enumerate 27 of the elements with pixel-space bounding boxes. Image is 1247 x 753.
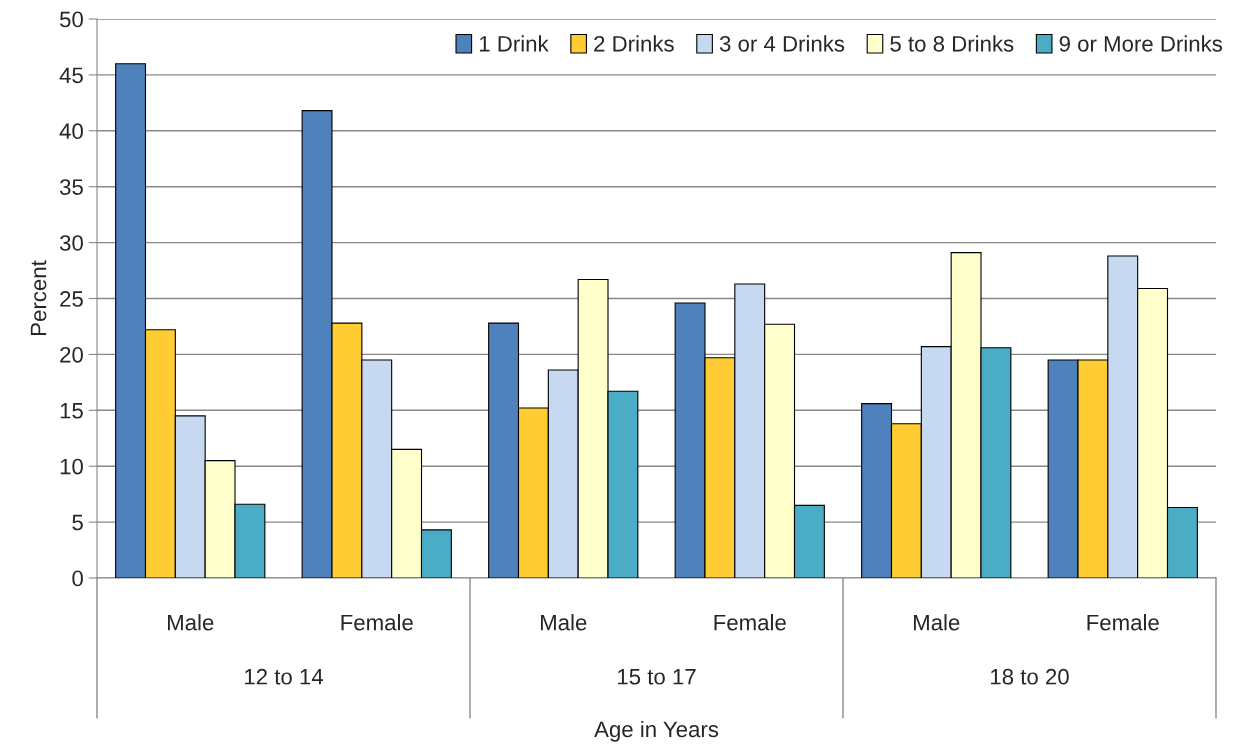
y-tick-label: 35 bbox=[59, 179, 83, 195]
legend-label: 2 Drinks bbox=[594, 35, 674, 52]
x-tick-label: Female bbox=[714, 614, 786, 631]
x-tick-label: Male bbox=[167, 614, 214, 631]
y-tick-label: 15 bbox=[60, 403, 83, 419]
y-tick-label: 25 bbox=[60, 291, 83, 307]
text: 12 to 14 bbox=[245, 668, 324, 685]
y-tick-label: 0 bbox=[72, 570, 83, 587]
legend-label: 1 Drink bbox=[479, 35, 549, 52]
text: 15 to 17 bbox=[618, 669, 696, 685]
y-tick-label: 45 bbox=[59, 67, 83, 84]
y-axis-title: Percent bbox=[30, 260, 47, 335]
y-tick-label: 20 bbox=[60, 346, 83, 363]
x-tick-label: Male bbox=[913, 614, 960, 631]
x-tick-label: Male bbox=[540, 614, 587, 631]
text: 18 to 20 bbox=[991, 668, 1069, 685]
y-tick-label: 30 bbox=[59, 235, 83, 251]
y-tick-label: 10 bbox=[60, 458, 83, 475]
y-tick-label: 50 bbox=[59, 11, 83, 28]
legend-label: 5 to 8 Drinks bbox=[890, 35, 1014, 52]
legend-label: 9 or More Drinks bbox=[1059, 35, 1223, 52]
y-tick-label: 5 bbox=[72, 514, 83, 531]
x-axis-title: Age in Years bbox=[594, 720, 719, 742]
legend-label: 3 or 4 Drinks bbox=[719, 35, 845, 52]
y-tick-label: 40 bbox=[59, 123, 83, 140]
x-tick-label: Female bbox=[341, 614, 413, 631]
x-tick-label: Female bbox=[1087, 614, 1159, 631]
